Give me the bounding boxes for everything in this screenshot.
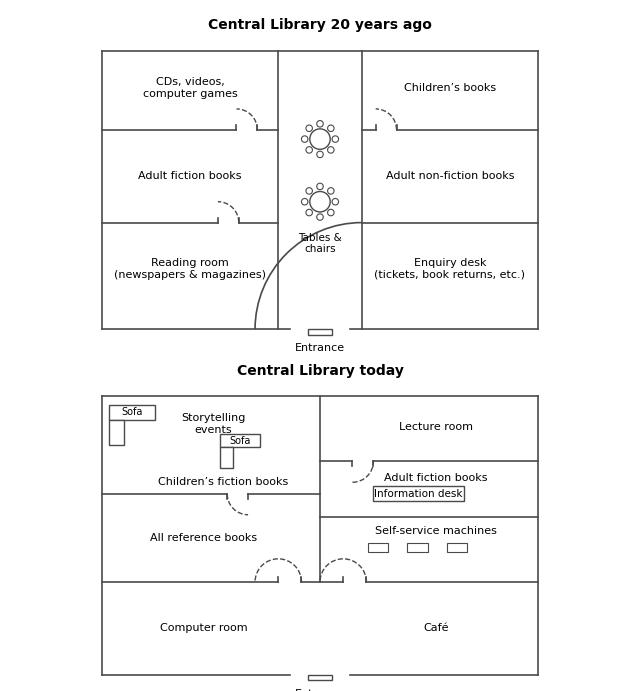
Text: Entrance: Entrance <box>295 689 345 691</box>
Text: Reading room
(newspapers & magazines): Reading room (newspapers & magazines) <box>114 258 266 280</box>
Bar <box>220 435 260 448</box>
Text: Adult non-fiction books: Adult non-fiction books <box>386 171 514 181</box>
Bar <box>368 542 388 552</box>
Bar <box>407 542 428 552</box>
Text: Central Library 20 years ago: Central Library 20 years ago <box>208 19 432 32</box>
Text: Children’s fiction books: Children’s fiction books <box>157 477 288 487</box>
Bar <box>109 405 156 419</box>
Bar <box>109 419 124 445</box>
Text: CDs, videos,
computer games: CDs, videos, computer games <box>143 77 237 99</box>
Text: Central Library today: Central Library today <box>237 364 403 378</box>
Text: Self-service machines: Self-service machines <box>375 526 497 536</box>
Text: Adult fiction books: Adult fiction books <box>384 473 488 482</box>
Text: Information desk: Information desk <box>374 489 463 499</box>
Text: Enquiry desk
(tickets, book returns, etc.): Enquiry desk (tickets, book returns, etc… <box>374 258 525 280</box>
Text: Café: Café <box>423 623 449 634</box>
Text: Sofa: Sofa <box>229 436 251 446</box>
Text: Entrance: Entrance <box>295 343 345 353</box>
Text: Computer room: Computer room <box>160 623 248 634</box>
Text: Tables &
chairs: Tables & chairs <box>298 233 342 254</box>
Bar <box>373 486 464 501</box>
Bar <box>308 330 332 335</box>
Text: Sofa: Sofa <box>122 407 143 417</box>
Bar <box>220 448 233 468</box>
Text: Children’s books: Children’s books <box>404 83 496 93</box>
Text: Storytelling
events: Storytelling events <box>181 413 246 435</box>
Bar <box>308 675 332 681</box>
Bar <box>447 542 467 552</box>
Text: All reference books: All reference books <box>150 533 257 543</box>
Text: Lecture room: Lecture room <box>399 422 473 432</box>
Text: Adult fiction books: Adult fiction books <box>138 171 242 181</box>
